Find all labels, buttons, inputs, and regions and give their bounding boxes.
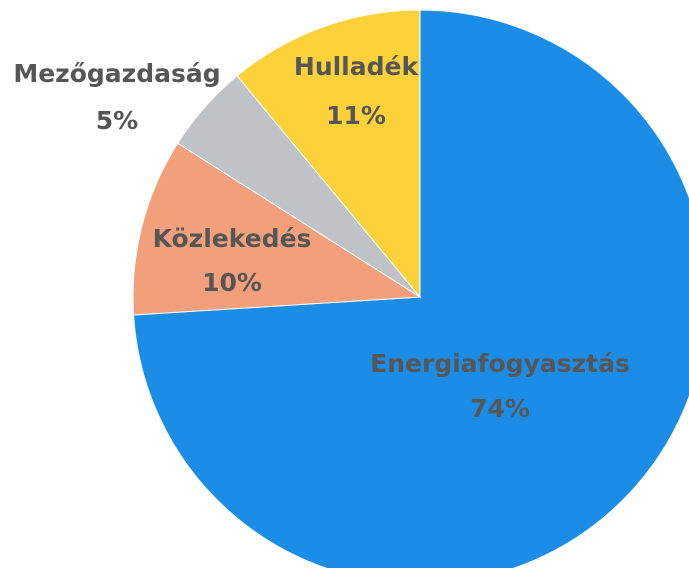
pie-slice <box>133 9 689 568</box>
slice-value-label: 74% <box>470 394 530 423</box>
pie-slice <box>132 142 422 316</box>
pie-slice <box>236 9 421 299</box>
slice-label: Energiafogyasztás <box>370 349 630 378</box>
slice-label: Hulladék <box>294 52 420 81</box>
slice-value-label: 5% <box>96 106 138 135</box>
slice-value-label: 11% <box>326 101 386 130</box>
slice-value-label: 10% <box>202 268 262 297</box>
slice-label: Mezőgazdaság <box>13 59 220 88</box>
slice-label: Közlekedés <box>153 224 312 253</box>
